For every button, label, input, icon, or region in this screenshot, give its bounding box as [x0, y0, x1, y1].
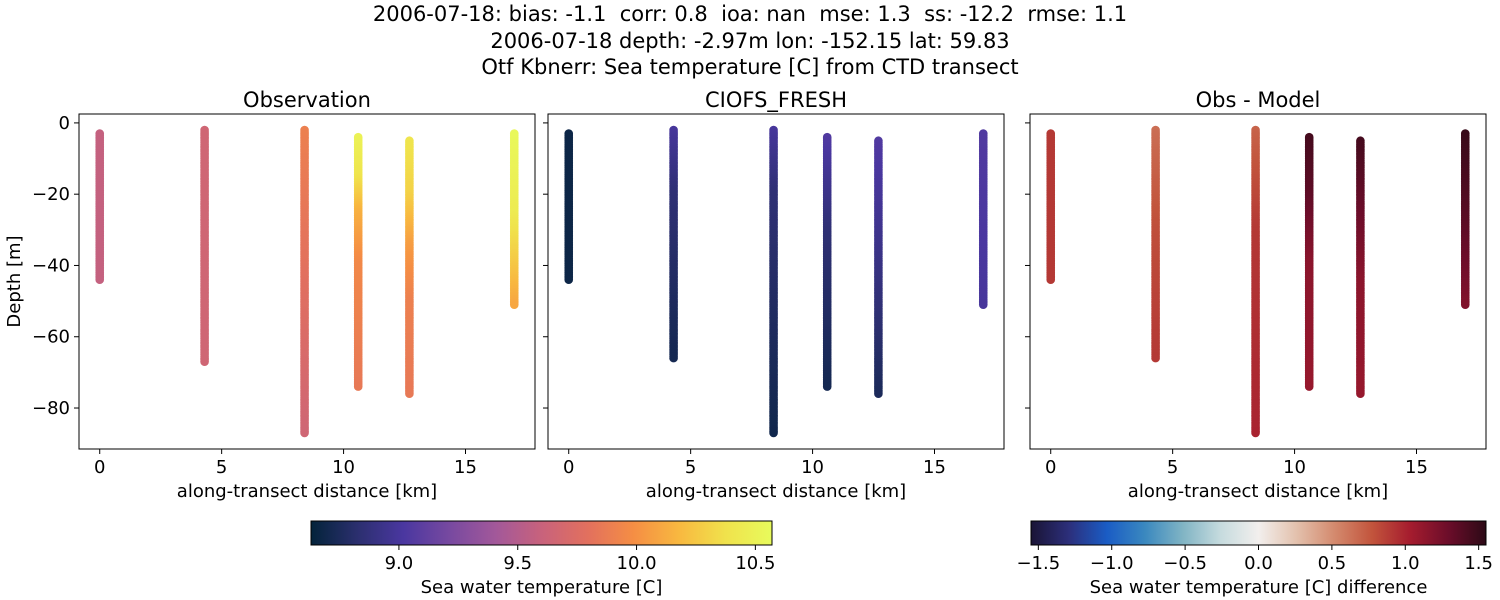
x-axis-label: along-transect distance [km] [646, 481, 906, 502]
colorbar-gradient [310, 520, 773, 546]
y-tick-label: −40 [32, 255, 70, 276]
colorbar-tick-label: 1.0 [1391, 553, 1420, 574]
colorbar-difference: −1.5 −1.0 −0.5 0.0 0.5 1.0 1.5 Sea water temper… [1016, 520, 1493, 598]
x-tick-label: 0 [1045, 457, 1056, 478]
colorbar-label: Sea water temperature [C] [421, 577, 663, 598]
y-tick-label: −60 [32, 327, 70, 348]
data-point [1304, 382, 1314, 391]
colorbar-tick-label: −1.0 [1090, 553, 1134, 574]
x-tick-label: 15 [454, 457, 477, 478]
x-tick-label: 5 [1167, 457, 1178, 478]
data-point [564, 275, 574, 285]
suptitle-line-3: Otf Kbnerr: Sea temperature [C] from CTD… [481, 55, 1019, 79]
x-tick-label: 15 [1405, 457, 1428, 478]
y-tick-label: −80 [32, 398, 70, 419]
x-tick-label: 0 [94, 457, 105, 478]
panel-title: Observation [243, 88, 371, 112]
data-point [1356, 389, 1365, 399]
colorbar-tick-label: 9.5 [503, 553, 532, 574]
x-tick-label: 0 [563, 457, 574, 478]
y-tick-label: 0 [59, 113, 70, 134]
data-point [353, 382, 363, 391]
data-point [1046, 275, 1056, 285]
suptitle-line-2: 2006-07-18 depth: -2.97m lon: -152.15 la… [490, 29, 1010, 53]
y-axis-label: Depth [m] [4, 235, 25, 327]
data-point [874, 389, 883, 399]
data-point [405, 389, 414, 399]
data-point [769, 428, 778, 438]
profile-markers [1046, 125, 1470, 438]
data-point [1251, 428, 1260, 438]
colorbar-tick-label: 0.5 [1318, 553, 1347, 574]
colorbar-label: Sea water temperature [C] difference [1090, 577, 1428, 598]
data-point [95, 275, 105, 285]
profile-markers [95, 125, 519, 438]
x-axis-label: along-transect distance [km] [1128, 481, 1388, 502]
colorbar-gradient [1030, 520, 1487, 546]
x-tick-label: 5 [216, 457, 227, 478]
colorbar-tick-label: 10.0 [617, 553, 657, 574]
colorbar-tick-label: −1.5 [1016, 553, 1060, 574]
axes-frame [1029, 113, 1487, 450]
colorbar-tick-label: 10.5 [735, 553, 775, 574]
panel-observation: Observation 0 5 10 15 along-transect distance… [4, 88, 536, 502]
colorbar-tick-label: 0.0 [1244, 553, 1273, 574]
panel-title: Obs - Model [1196, 88, 1321, 112]
panel-obs-minus-model: Obs - Model 0 5 10 15 along-transect distance… [1025, 88, 1487, 502]
suptitle-line-1: 2006-07-18: bias: -1.1 corr: 0.8 ioa: na… [372, 2, 1128, 26]
data-point [1151, 353, 1160, 363]
x-axis-label: along-transect distance [km] [177, 481, 437, 502]
data-point [669, 353, 678, 363]
colorbar-tick-label: 1.5 [1464, 553, 1493, 574]
panel-ciofs-fresh: CIOFS_FRESH 0 5 10 15 along-transect distance… [543, 88, 1005, 502]
data-point [1460, 300, 1470, 309]
colorbar-tick-label: 9.0 [385, 553, 414, 574]
axes-frame [547, 113, 1005, 450]
colorbar-temperature: 9.0 9.5 10.0 10.5 Sea water temperature [C] [310, 520, 775, 598]
data-point [200, 357, 209, 366]
panel-title: CIOFS_FRESH [705, 88, 847, 113]
x-tick-label: 10 [332, 457, 355, 478]
profile-markers [564, 125, 988, 438]
colorbar-tick-label: −0.5 [1163, 553, 1207, 574]
data-point [509, 300, 519, 309]
data-point [822, 382, 832, 391]
x-tick-label: 15 [923, 457, 946, 478]
y-tick-label: −20 [32, 184, 70, 205]
x-tick-label: 10 [801, 457, 824, 478]
data-point [978, 300, 988, 309]
x-tick-label: 5 [685, 457, 696, 478]
x-tick-label: 10 [1283, 457, 1306, 478]
axes-frame [78, 113, 536, 450]
data-point [300, 428, 309, 438]
